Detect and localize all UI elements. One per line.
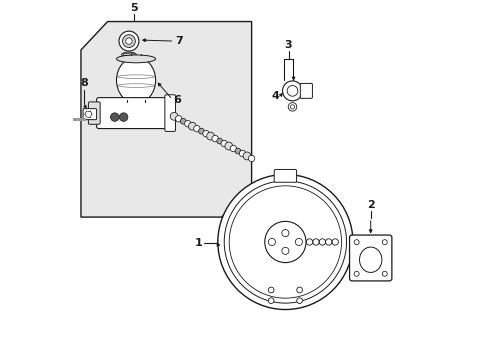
Text: 5: 5 xyxy=(130,3,138,13)
Circle shape xyxy=(122,35,135,48)
Text: 2: 2 xyxy=(366,200,374,210)
Circle shape xyxy=(287,103,296,111)
Circle shape xyxy=(382,271,386,276)
Circle shape xyxy=(281,230,288,237)
Circle shape xyxy=(216,138,222,144)
Circle shape xyxy=(184,121,191,127)
Text: 7: 7 xyxy=(175,36,183,46)
Circle shape xyxy=(282,81,302,101)
Circle shape xyxy=(296,287,302,293)
Circle shape xyxy=(268,287,273,293)
Circle shape xyxy=(221,140,227,147)
Circle shape xyxy=(295,238,302,246)
Text: 3: 3 xyxy=(284,40,292,50)
Text: 8: 8 xyxy=(80,78,87,89)
FancyBboxPatch shape xyxy=(97,98,168,129)
Circle shape xyxy=(382,240,386,245)
Circle shape xyxy=(296,298,302,303)
Circle shape xyxy=(353,271,358,276)
Circle shape xyxy=(188,122,196,130)
FancyBboxPatch shape xyxy=(274,170,296,182)
Circle shape xyxy=(235,148,240,154)
Circle shape xyxy=(198,128,204,134)
FancyBboxPatch shape xyxy=(83,109,97,120)
Circle shape xyxy=(224,142,232,150)
Circle shape xyxy=(119,31,139,51)
Circle shape xyxy=(243,152,250,160)
Circle shape xyxy=(281,247,288,255)
Circle shape xyxy=(170,112,178,120)
Circle shape xyxy=(217,175,352,310)
FancyBboxPatch shape xyxy=(349,235,391,281)
Circle shape xyxy=(203,130,209,137)
Circle shape xyxy=(211,135,218,142)
Circle shape xyxy=(268,238,275,246)
Circle shape xyxy=(268,298,273,303)
Circle shape xyxy=(110,113,119,121)
Circle shape xyxy=(239,150,245,157)
Circle shape xyxy=(119,113,128,121)
Text: 4: 4 xyxy=(271,91,279,101)
Ellipse shape xyxy=(121,52,136,57)
Circle shape xyxy=(180,118,186,124)
Circle shape xyxy=(248,155,254,162)
Circle shape xyxy=(193,126,200,132)
Circle shape xyxy=(353,240,358,245)
Circle shape xyxy=(264,221,305,262)
Polygon shape xyxy=(81,22,251,217)
FancyBboxPatch shape xyxy=(73,117,86,121)
FancyBboxPatch shape xyxy=(300,84,312,98)
Ellipse shape xyxy=(116,57,155,103)
FancyBboxPatch shape xyxy=(88,102,100,124)
Circle shape xyxy=(206,132,214,140)
Text: 6: 6 xyxy=(173,95,181,105)
Ellipse shape xyxy=(116,55,155,63)
Circle shape xyxy=(125,38,132,44)
Text: 1: 1 xyxy=(195,238,203,248)
Circle shape xyxy=(175,116,182,122)
FancyBboxPatch shape xyxy=(164,95,175,131)
Circle shape xyxy=(230,145,236,152)
